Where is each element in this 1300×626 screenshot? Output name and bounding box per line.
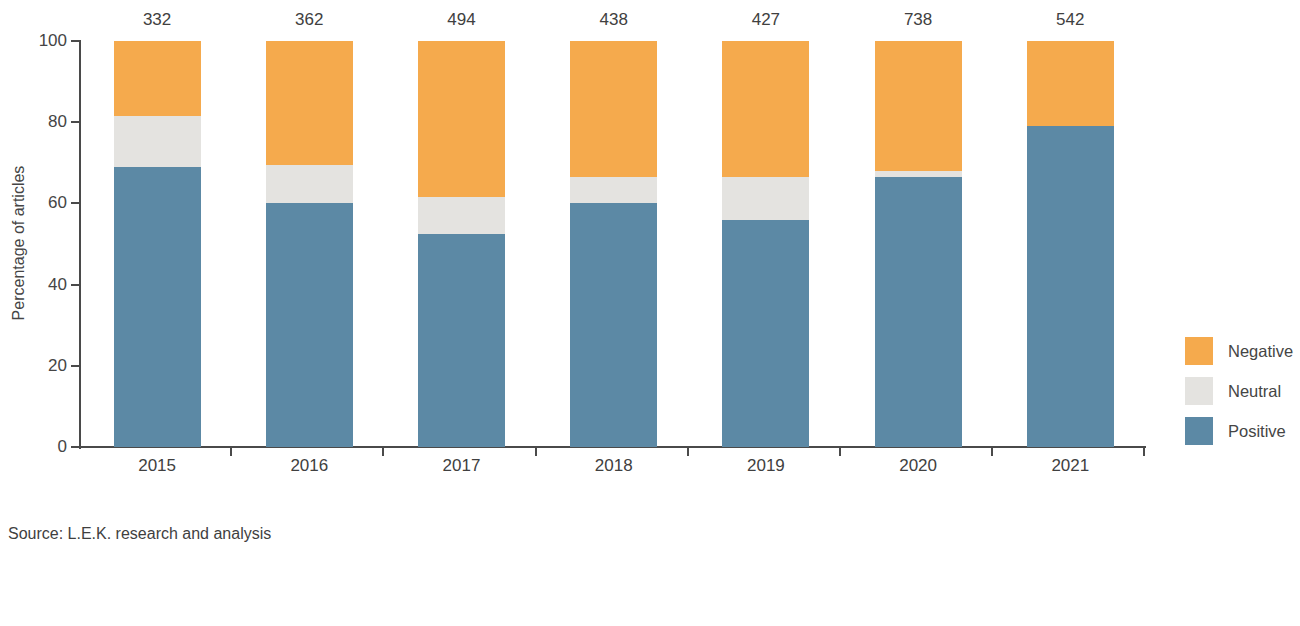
y-tick [71, 121, 79, 123]
x-category-label: 2015 [97, 456, 217, 476]
y-tick-label: 100 [0, 31, 67, 51]
bar-segment-neutral-2016 [266, 165, 353, 204]
y-tick [71, 365, 79, 367]
bar-total-label: 542 [1010, 10, 1130, 30]
bar-segment-negative-2020 [875, 41, 962, 171]
x-tick [687, 448, 689, 456]
bar-total-label: 362 [249, 10, 369, 30]
bar-total-label: 494 [402, 10, 522, 30]
bar-segment-positive-2018 [570, 203, 657, 447]
bar-segment-positive-2019 [722, 220, 809, 447]
bar-segment-positive-2020 [875, 177, 962, 447]
x-tick [1143, 448, 1145, 456]
legend-swatch-negative [1185, 337, 1213, 365]
bar-segment-neutral-2019 [722, 177, 809, 220]
bar-segment-positive-2017 [418, 234, 505, 447]
y-tick-label: 80 [0, 112, 67, 132]
bar-total-label: 427 [706, 10, 826, 30]
bar-segment-negative-2018 [570, 41, 657, 177]
bar-segment-positive-2021 [1027, 126, 1114, 447]
bar-total-label: 332 [97, 10, 217, 30]
x-category-label: 2021 [1010, 456, 1130, 476]
y-axis-title: Percentage of articles [10, 166, 28, 321]
y-tick [71, 284, 79, 286]
legend-swatch-neutral [1185, 377, 1213, 405]
y-axis-line [79, 40, 81, 449]
y-tick-label: 20 [0, 356, 67, 376]
bar-segment-negative-2016 [266, 41, 353, 165]
bar-segment-positive-2016 [266, 203, 353, 447]
bar-segment-neutral-2015 [114, 116, 201, 167]
legend-label-neutral: Neutral [1228, 377, 1281, 405]
x-category-label: 2018 [554, 456, 674, 476]
bar-segment-neutral-2018 [570, 177, 657, 203]
bar-total-label: 438 [554, 10, 674, 30]
bar-segment-neutral-2017 [418, 197, 505, 234]
bar-segment-negative-2021 [1027, 41, 1114, 126]
y-tick [71, 446, 79, 448]
legend-label-positive: Positive [1228, 417, 1286, 445]
legend-label-negative: Negative [1228, 337, 1293, 365]
x-category-label: 2017 [402, 456, 522, 476]
bar-total-label: 738 [858, 10, 978, 30]
x-tick [991, 448, 993, 456]
source-note: Source: L.E.K. research and analysis [8, 525, 271, 543]
y-tick [71, 202, 79, 204]
y-tick-label: 60 [0, 193, 67, 213]
x-tick [839, 448, 841, 456]
x-tick [535, 448, 537, 456]
bar-segment-neutral-2020 [875, 171, 962, 177]
y-tick-label: 40 [0, 275, 67, 295]
bar-segment-positive-2015 [114, 167, 201, 447]
y-tick [71, 40, 79, 42]
x-category-label: 2019 [706, 456, 826, 476]
x-tick [382, 448, 384, 456]
y-tick-label: 0 [0, 437, 67, 457]
bar-segment-negative-2017 [418, 41, 505, 197]
stacked-bar-chart-figure: Percentage of articles 0 20 40 60 80 100 332 20… [0, 0, 1300, 626]
x-tick [230, 448, 232, 456]
x-category-label: 2020 [858, 456, 978, 476]
bar-segment-negative-2015 [114, 41, 201, 116]
bar-segment-negative-2019 [722, 41, 809, 177]
x-category-label: 2016 [249, 456, 369, 476]
legend-swatch-positive [1185, 417, 1213, 445]
